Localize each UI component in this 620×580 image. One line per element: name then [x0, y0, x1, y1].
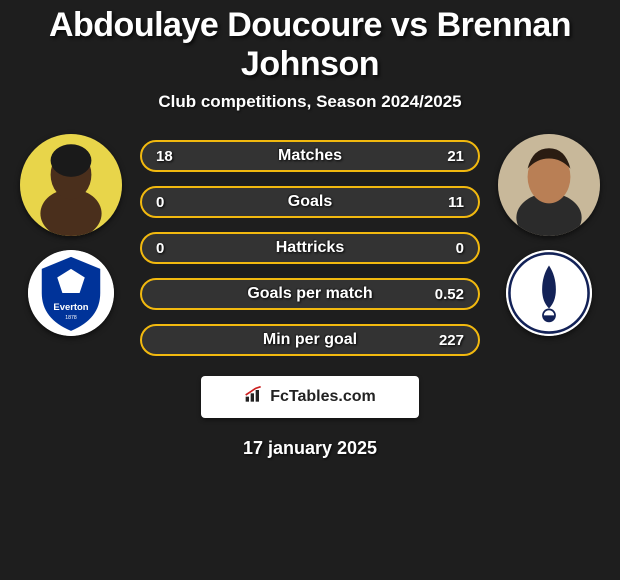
brand-badge[interactable]: FcTables.com	[201, 376, 419, 418]
stat-left-value: 0	[156, 240, 164, 257]
stat-right-value: 0.52	[435, 286, 464, 303]
svg-text:1878: 1878	[65, 315, 77, 321]
stat-label: Goals	[142, 193, 478, 211]
stats-table: 18 Matches 21 0 Goals 11 0 Hattricks 0 G…	[140, 134, 480, 356]
stat-left-value: 0	[156, 194, 164, 211]
stat-right-value: 11	[448, 194, 464, 211]
stat-row: Min per goal 227	[140, 324, 480, 356]
player-left-avatar	[20, 134, 122, 236]
stat-right-value: 21	[447, 148, 464, 165]
page-title: Abdoulaye Doucoure vs Brennan Johnson	[0, 6, 620, 92]
snapshot-date: 17 january 2025	[0, 438, 620, 459]
stat-row: 0 Goals 11	[140, 186, 480, 218]
player-right-avatar	[498, 134, 600, 236]
stat-label: Min per goal	[142, 331, 478, 349]
stat-row: Goals per match 0.52	[140, 278, 480, 310]
stat-label: Hattricks	[142, 239, 478, 257]
stat-label: Matches	[142, 147, 478, 165]
club-right-crest	[506, 250, 592, 336]
player-right-column	[498, 134, 600, 336]
stat-right-value: 0	[456, 240, 464, 257]
subtitle: Club competitions, Season 2024/2025	[0, 92, 620, 134]
chart-icon	[244, 386, 264, 409]
comparison-body: Everton 1878 18 Matches 21 0 Goals 11 0 …	[0, 134, 620, 356]
comparison-card: Abdoulaye Doucoure vs Brennan Johnson Cl…	[0, 0, 620, 459]
stat-row: 18 Matches 21	[140, 140, 480, 172]
stat-right-value: 227	[439, 332, 464, 349]
player-left-column: Everton 1878	[20, 134, 122, 336]
stat-label: Goals per match	[142, 285, 478, 303]
brand-label: FcTables.com	[270, 388, 376, 406]
stat-row: 0 Hattricks 0	[140, 232, 480, 264]
stat-left-value: 18	[156, 148, 173, 165]
svg-text:Everton: Everton	[53, 302, 88, 313]
club-left-crest: Everton 1878	[28, 250, 114, 336]
